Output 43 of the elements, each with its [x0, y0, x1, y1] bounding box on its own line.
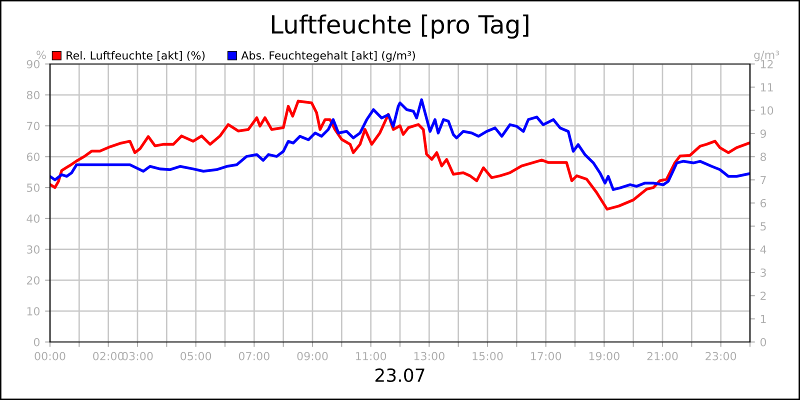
- x-tick-label: 07:00: [238, 352, 270, 360]
- x-tick-label: 11:00: [356, 352, 386, 360]
- x-tick-label: 00:00: [34, 352, 66, 360]
- x-tick-label: 09:00: [297, 352, 328, 360]
- y-tick-label: 80: [26, 90, 40, 100]
- y2-tick-label: 8: [760, 152, 766, 162]
- y-tick-label: 50: [26, 184, 40, 192]
- y2-tick-label: 7: [760, 176, 766, 184]
- y-tick-label: 60: [26, 152, 40, 162]
- y2-tick-label: 10: [760, 106, 774, 115]
- x-tick-label: 21:00: [647, 352, 678, 360]
- x-tick-label: 05:00: [180, 352, 212, 360]
- y-tick-label: 0: [34, 338, 40, 346]
- y-axis-title: %: [36, 50, 46, 60]
- y2-tick-label: 5: [760, 222, 766, 231]
- y-tick-label: 30: [26, 245, 40, 254]
- y-tick-label: 10: [27, 307, 40, 316]
- y2-tick-label: 2: [760, 292, 766, 300]
- y2-tick-label: 6: [760, 198, 766, 208]
- y-tick-label: 90: [26, 60, 40, 68]
- y-tick-label: 20: [26, 276, 40, 285]
- x-axis-title: 23.07: [375, 368, 424, 382]
- x-tick-label: 17:00: [531, 352, 562, 360]
- y-tick-label: 70: [27, 122, 40, 130]
- y2-tick-label: 12: [760, 60, 773, 68]
- y2-tick-label: 1: [760, 314, 766, 324]
- line-series: [50, 98, 750, 191]
- y2-axis-title: g/m³: [754, 50, 780, 62]
- y2-tick-label: 3: [760, 268, 766, 277]
- y2-tick-label: 9: [760, 129, 766, 138]
- legend-label: Rel. Luftfeuchte [akt] (%): [66, 51, 205, 61]
- x-tick-label: 23:00: [706, 352, 736, 360]
- x-tick-label: 13:00: [414, 352, 444, 360]
- line-series: [50, 100, 750, 211]
- y2-tick-label: 0: [760, 338, 766, 346]
- x-tick-label: 19:00: [589, 352, 620, 360]
- y2-tick-label: 4: [760, 245, 766, 254]
- x-tick-label: 02:00: [93, 352, 124, 360]
- y-tick-label: 40: [26, 214, 40, 223]
- y2-tick-label: 11: [760, 83, 773, 92]
- chart-title: Luftfeuchte [pro Tag]: [272, 14, 528, 39]
- legend-label: Abs. Feuchtegehalt [akt] (g/m³): [241, 51, 415, 62]
- x-tick-label: 15:00: [472, 352, 503, 360]
